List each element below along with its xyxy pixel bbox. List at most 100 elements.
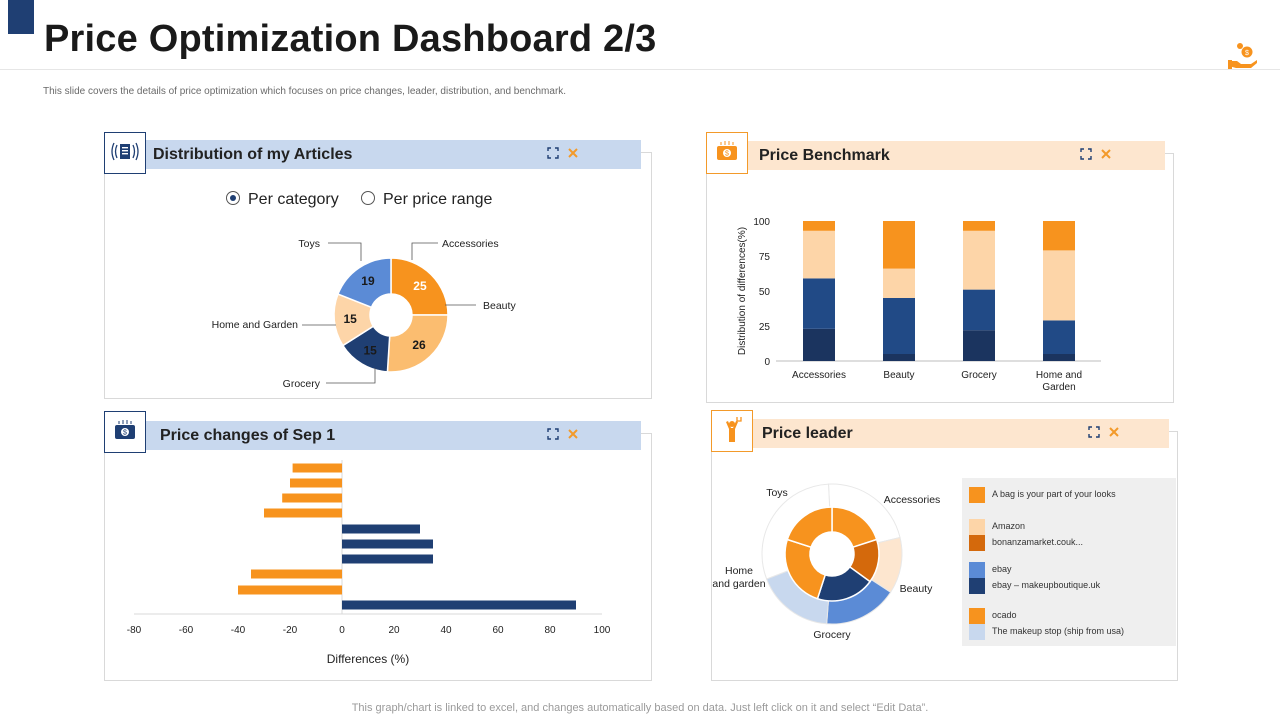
legend-item: ocado xyxy=(969,608,1174,624)
bar-segment xyxy=(883,221,915,269)
hand-coin-icon: $ xyxy=(1226,42,1260,72)
radio-per-price-range[interactable]: Per price range xyxy=(361,191,492,209)
donut-slice-beauty xyxy=(386,314,449,373)
x-tick-label: -80 xyxy=(127,625,142,636)
donut-value-label: 15 xyxy=(344,312,358,326)
bar-negative xyxy=(292,463,342,473)
callout-line xyxy=(326,368,376,384)
sunburst-category-label: Toys xyxy=(766,487,788,499)
donut-category-label: Home and Garden xyxy=(212,319,299,331)
bar-segment xyxy=(803,221,835,231)
bar-segment xyxy=(803,328,835,361)
bar-segment xyxy=(803,278,835,329)
radio-per-category[interactable]: Per category xyxy=(226,191,339,209)
radio-button-selected[interactable] xyxy=(226,191,240,205)
x-tick-label: Garden xyxy=(1042,382,1075,393)
distribution-donut-chart: 25 26 15 15 19 Accessories Beauty Grocery Home a… xyxy=(212,238,517,390)
bar-segment xyxy=(803,230,835,279)
legend-swatch xyxy=(969,624,985,640)
x-tick-label: Accessories xyxy=(792,370,846,381)
close-icon[interactable] xyxy=(566,427,580,441)
trophy-person-icon xyxy=(711,410,753,452)
bar-segment xyxy=(883,298,915,354)
x-tick-label: Grocery xyxy=(961,370,997,381)
bar-negative xyxy=(264,508,342,518)
changes-title: Price changes of Sep 1 xyxy=(160,427,336,444)
sunburst-category-label: and garden xyxy=(712,578,765,590)
radio-button[interactable] xyxy=(361,191,375,205)
expand-icon[interactable] xyxy=(1079,147,1093,161)
title-divider xyxy=(0,69,1280,70)
distribution-header: Distribution of my Articles xyxy=(145,140,641,169)
bar-positive xyxy=(342,524,420,534)
corner-accent xyxy=(8,0,34,34)
x-tick-label: Beauty xyxy=(883,370,914,381)
legend-label: Amazon xyxy=(992,521,1026,531)
bar-segment xyxy=(963,330,995,361)
bar-negative xyxy=(282,493,342,503)
bar-segment xyxy=(883,354,915,361)
sunburst-category-label: Grocery xyxy=(813,629,851,641)
changes-header: Price changes of Sep 1 xyxy=(145,421,641,450)
bar-negative xyxy=(251,569,342,579)
legend-item: ebay xyxy=(969,562,1174,578)
close-icon[interactable] xyxy=(1107,425,1121,439)
page-subtitle: This slide covers the details of price o… xyxy=(43,86,567,97)
x-tick-label: 0 xyxy=(339,625,345,636)
benchmark-stacked-bar-chart: 0 25 50 75 100 Distribution of differences(%)… xyxy=(737,217,1101,393)
x-tick-label: Home and xyxy=(1036,370,1082,381)
close-icon[interactable] xyxy=(1099,147,1113,161)
donut-value-label: 26 xyxy=(412,338,426,352)
svg-text:$: $ xyxy=(123,430,127,437)
expand-icon[interactable] xyxy=(546,146,560,160)
x-tick-label: 60 xyxy=(492,625,504,636)
legend-swatch xyxy=(969,535,985,551)
dollar-sign-icon: $ xyxy=(706,132,748,174)
donut-slice-toys xyxy=(337,257,392,309)
distribution-title: Distribution of my Articles xyxy=(153,146,353,163)
y-tick-label: 0 xyxy=(764,357,770,368)
donut-value-label: 19 xyxy=(361,274,375,288)
y-tick-label: 75 xyxy=(759,252,771,263)
sunburst-category-label: Beauty xyxy=(900,583,933,595)
sunburst-category-label: Home xyxy=(725,565,753,577)
legend-label: bonanzamarket.couk... xyxy=(992,537,1084,547)
donut-value-label: 15 xyxy=(363,343,377,357)
bar-segment xyxy=(963,289,995,331)
bar-segment xyxy=(963,230,995,290)
bar-positive xyxy=(342,600,576,610)
legend-item: Amazon xyxy=(969,519,1174,535)
callout-line xyxy=(328,242,362,261)
y-tick-label: 50 xyxy=(759,287,771,298)
sunburst-category-label: Accessories xyxy=(884,494,941,506)
bar-segment xyxy=(1043,354,1075,361)
bar-negative xyxy=(290,478,342,488)
leader-legend: A bag is your part of your looks Amazon bo… xyxy=(962,478,1176,646)
legend-label: The makeup stop (ship from usa) xyxy=(992,626,1125,636)
expand-icon[interactable] xyxy=(1087,425,1101,439)
legend-swatch xyxy=(969,487,985,503)
donut-category-label: Toys xyxy=(298,238,320,250)
legend-label: ocado xyxy=(992,610,1017,620)
legend-item: bonanzamarket.couk... xyxy=(969,535,1174,551)
bar-positive xyxy=(342,539,433,549)
legend-item: ebay – makeupboutique.uk xyxy=(969,578,1174,594)
audio-document-icon xyxy=(104,132,146,174)
y-tick-label: 100 xyxy=(753,217,770,228)
x-tick-label: 100 xyxy=(594,625,611,636)
callout-line xyxy=(411,242,438,260)
donut-category-label: Beauty xyxy=(483,300,516,312)
bar-segment xyxy=(1043,250,1075,321)
svg-text:$: $ xyxy=(725,151,729,158)
close-icon[interactable] xyxy=(566,146,580,160)
x-tick-label: -60 xyxy=(179,625,194,636)
legend-label: ebay – makeupboutique.uk xyxy=(992,580,1101,590)
page-title: Price Optimization Dashboard 2/3 xyxy=(44,18,657,60)
expand-icon[interactable] xyxy=(546,427,560,441)
donut-slice-accessories xyxy=(390,257,449,316)
svg-text:$: $ xyxy=(1245,50,1249,57)
legend-swatch xyxy=(969,578,985,594)
benchmark-title: Price Benchmark xyxy=(759,147,890,164)
bar-segment xyxy=(1043,320,1075,354)
